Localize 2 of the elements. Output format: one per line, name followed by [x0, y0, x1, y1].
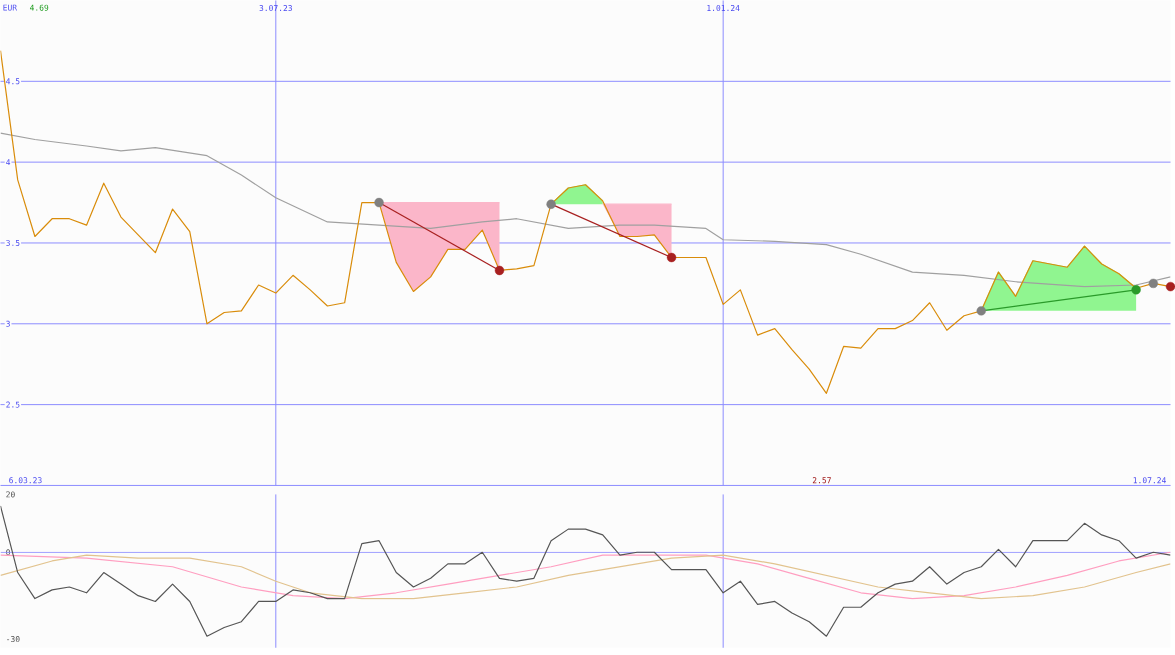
point: [1148, 278, 1158, 289]
point: [1131, 285, 1141, 295]
